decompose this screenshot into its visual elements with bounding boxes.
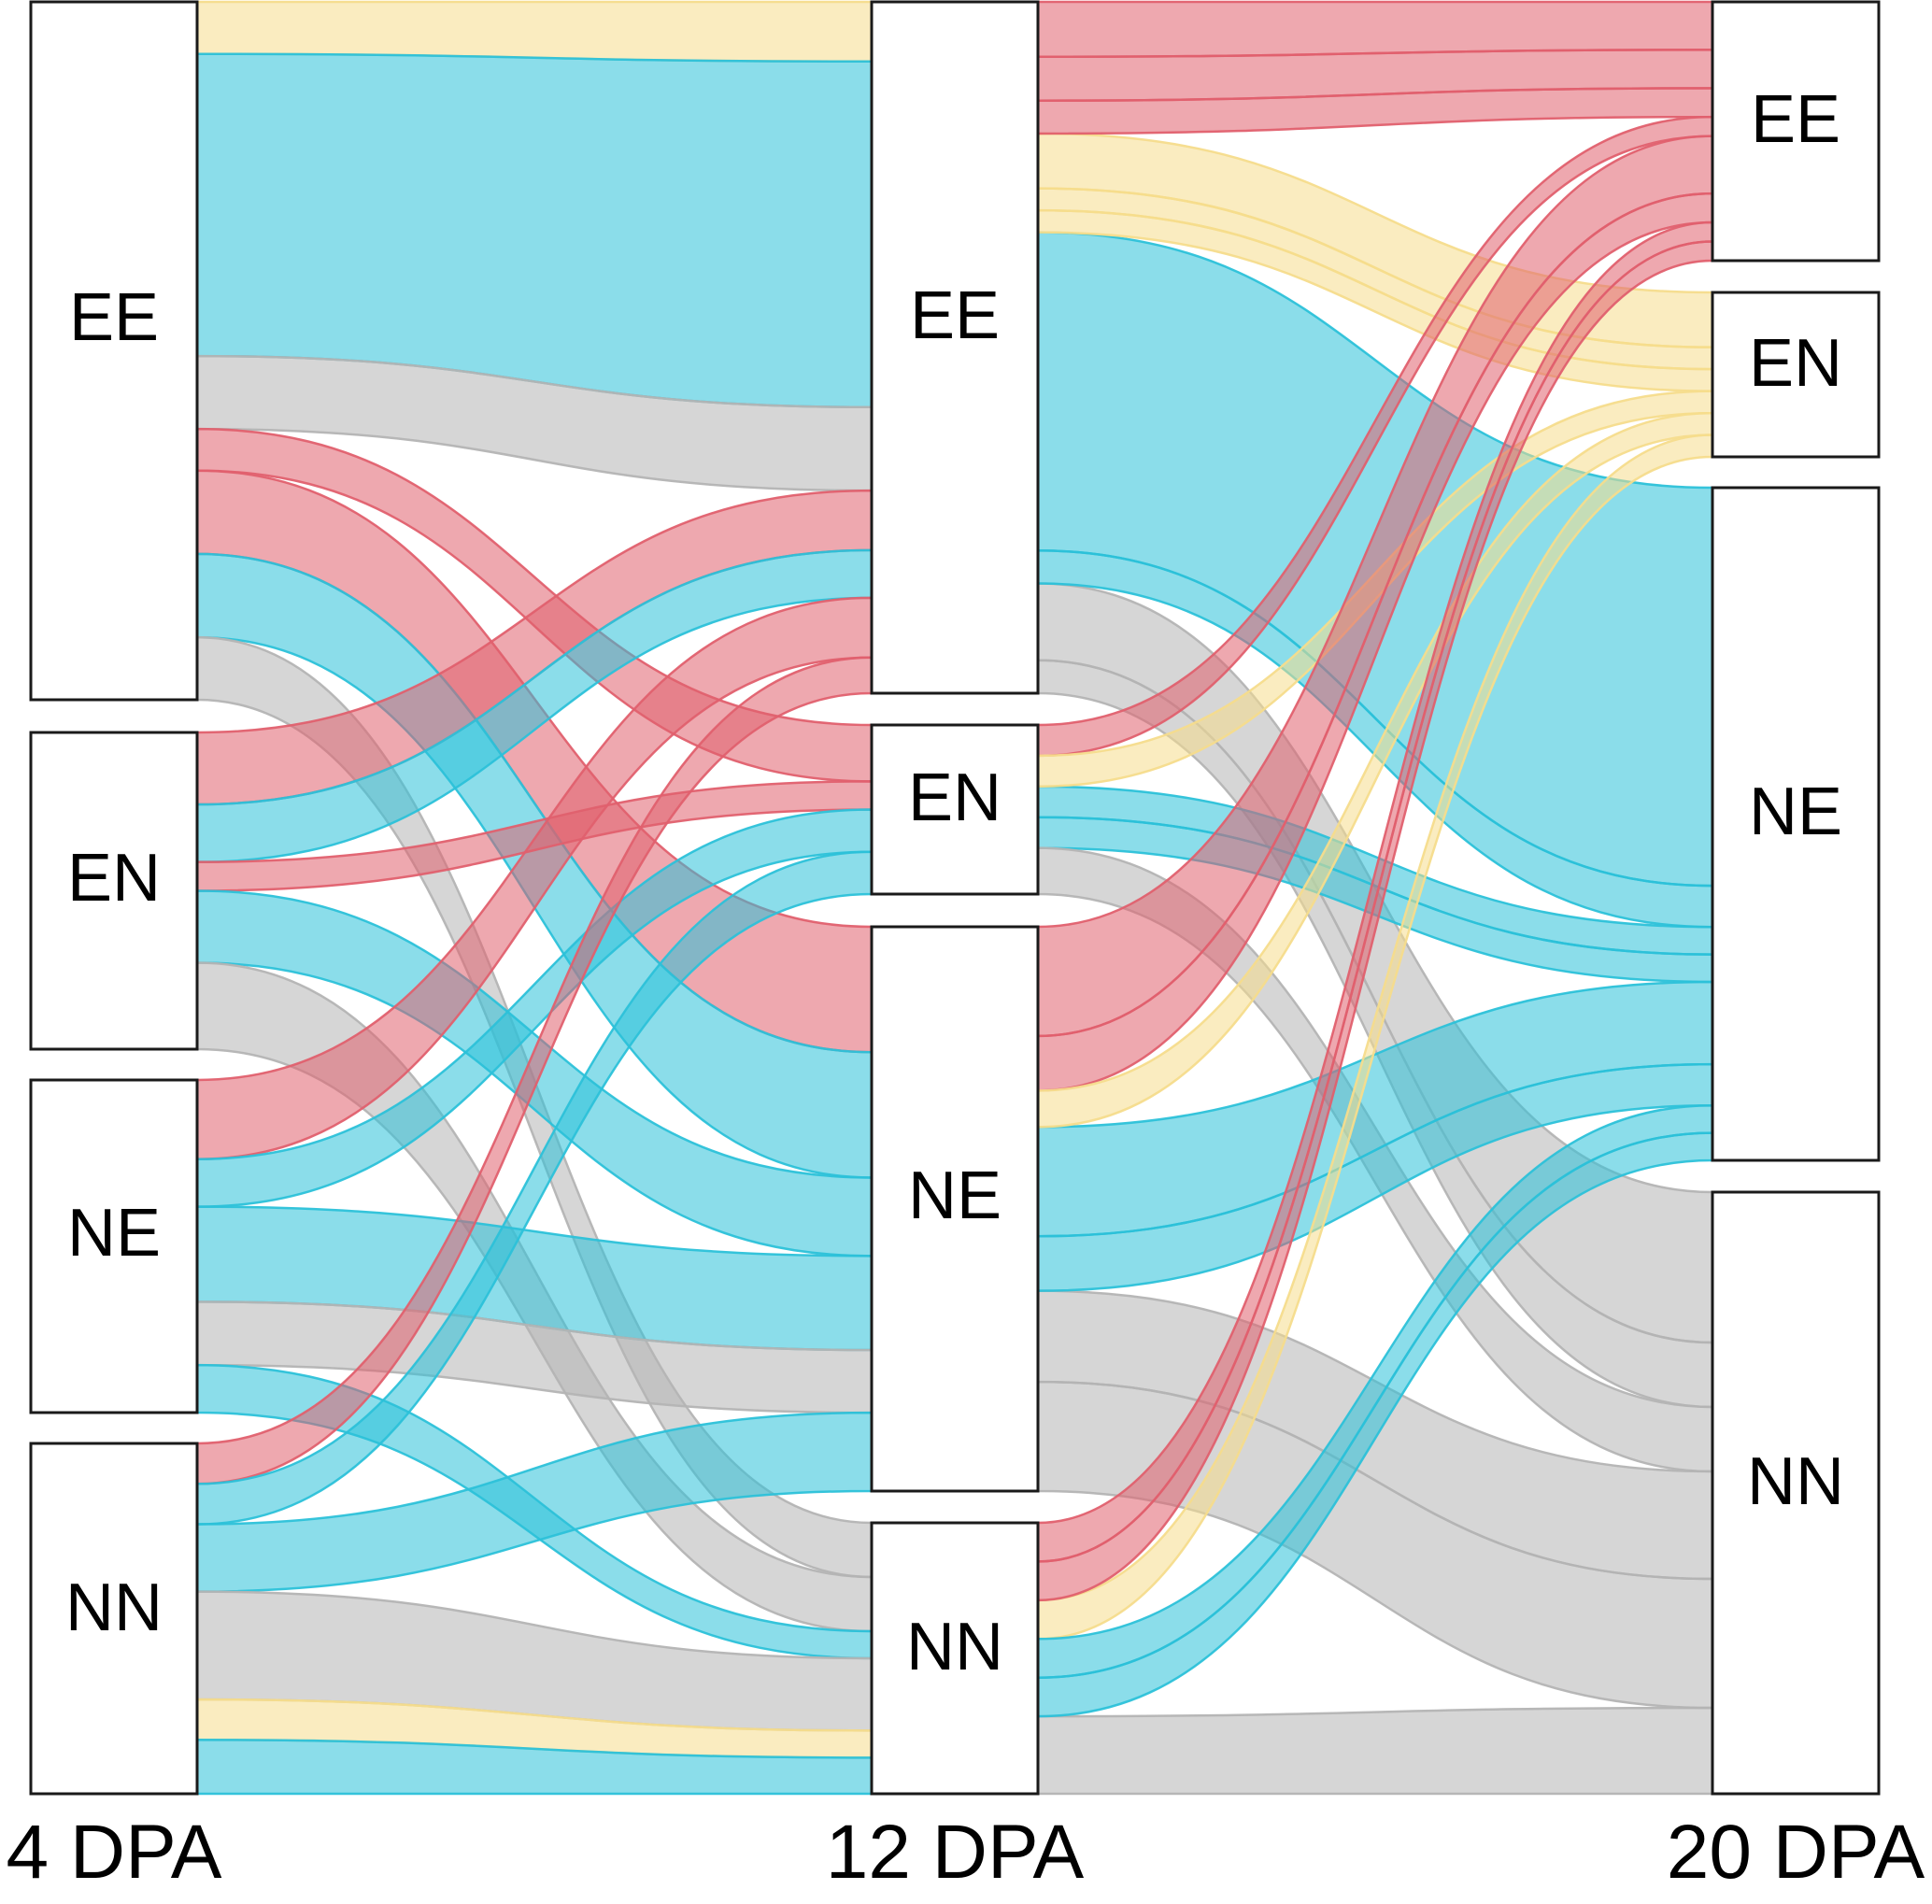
node-4dpa-ne bbox=[29, 1078, 199, 1414]
flow-4dpa-12dpa-ee-to-ee bbox=[195, 52, 874, 409]
node-20dpa-en bbox=[1711, 291, 1881, 459]
node-4dpa-ee bbox=[29, 0, 199, 702]
node-12dpa-ee bbox=[870, 0, 1040, 695]
node-4dpa-nn-label: NN bbox=[65, 1570, 163, 1645]
node-20dpa-nn-label: NN bbox=[1747, 1444, 1844, 1519]
node-12dpa-en-label: EN bbox=[908, 760, 1002, 835]
node-20dpa-en-label: EN bbox=[1749, 326, 1842, 401]
node-4dpa-ee-label: EE bbox=[69, 280, 159, 355]
node-4dpa-nn bbox=[29, 1442, 199, 1796]
stage-label-12dpa: 12 DPA bbox=[826, 1810, 1085, 1895]
stage-label-4dpa: 4 DPA bbox=[7, 1810, 222, 1895]
node-20dpa-ee-label: EE bbox=[1751, 82, 1840, 157]
flow-12dpa-20dpa-nn-to-nn bbox=[1036, 1706, 1714, 1796]
node-12dpa-nn-label: NN bbox=[906, 1610, 1003, 1684]
node-20dpa-ne bbox=[1711, 486, 1881, 1162]
node-12dpa-ne bbox=[870, 925, 1040, 1493]
node-4dpa-en-label: EN bbox=[67, 841, 161, 916]
node-12dpa-ee-label: EE bbox=[910, 278, 1000, 353]
node-12dpa-ne-label: NE bbox=[908, 1158, 1002, 1233]
node-4dpa-en bbox=[29, 731, 199, 1051]
flow-layer bbox=[195, 0, 1714, 1796]
node-12dpa-en bbox=[870, 723, 1040, 896]
node-20dpa-ee bbox=[1711, 0, 1881, 263]
node-12dpa-nn bbox=[870, 1521, 1040, 1796]
flow-12dpa-20dpa-ee-to-ee bbox=[1036, 0, 1714, 58]
node-layer: EE EN NE NN EE EN NE NN EE EN NE NN bbox=[29, 0, 1881, 1796]
node-4dpa-ne-label: NE bbox=[67, 1196, 161, 1271]
stage-label-20dpa: 20 DPA bbox=[1667, 1810, 1925, 1895]
node-20dpa-nn bbox=[1711, 1190, 1881, 1796]
flow-4dpa-12dpa-ee-to-ee bbox=[195, 0, 874, 64]
node-20dpa-ne-label: NE bbox=[1749, 774, 1842, 849]
